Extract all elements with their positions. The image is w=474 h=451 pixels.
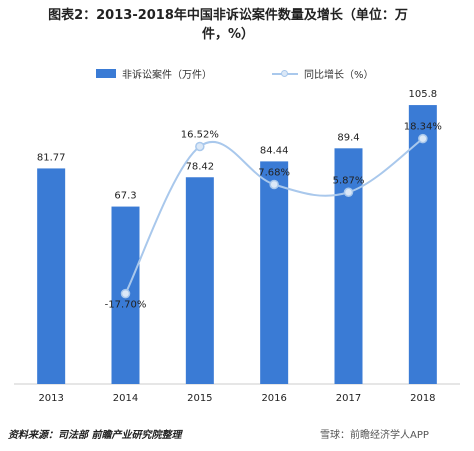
- growth-label-2014: -17.70%: [105, 300, 147, 311]
- bar-value-label-2013: 81.77: [37, 152, 66, 163]
- bar-2016: [260, 161, 289, 384]
- legend: 非诉讼案件（万件） 同比增长（%）: [0, 66, 474, 82]
- bar-2018: [408, 105, 437, 384]
- bar-value-label-2014: 67.3: [114, 191, 136, 202]
- source-text: 资料来源：司法部 前瞻产业研究院整理: [8, 430, 182, 441]
- bar-2015: [185, 177, 214, 384]
- bar-value-label-2016: 84.44: [260, 145, 289, 156]
- growth-marker-2014: [120, 288, 131, 299]
- growth-line-path: [124, 137, 424, 295]
- growth-label-2015: 16.52%: [181, 129, 219, 140]
- growth-marker-2016: [269, 179, 279, 190]
- growth-marker-2017: [343, 187, 354, 198]
- watermark: 雪球：前瞻经济学人APP: [320, 430, 429, 441]
- source-note: 资料来源：司法部 前瞻产业研究院整理: [8, 426, 187, 441]
- x-tick-label-2018: 2018: [410, 393, 435, 404]
- growth-label-2016: 7.68%: [258, 167, 290, 178]
- legend-swatch-bar: [96, 69, 116, 78]
- growth-label-2018: 18.34%: [404, 122, 442, 133]
- x-tick-label-2016: 2016: [261, 393, 286, 404]
- growth-marker-2018: [418, 133, 428, 144]
- x-tick-label-2017: 2017: [336, 393, 361, 404]
- chart-title-line2: 件，%）: [201, 27, 255, 42]
- legend-label-bar: 非诉讼案件（万件）: [122, 70, 212, 81]
- bar-value-label-2015: 78.42: [186, 161, 215, 172]
- legend-item-bar: 非诉讼案件（万件）: [96, 66, 212, 81]
- chart-svg: 81.77 2013 67.3 2014 78.42 2015 84.44 2016 89.4 2…: [14, 89, 460, 404]
- x-tick-label-2015: 2015: [187, 393, 212, 404]
- x-tick-label-2013: 2013: [38, 393, 63, 404]
- chart-title: 图表2：2013-2018年中国非诉讼案件数量及增长（单位：万 件，%）: [8, 6, 448, 44]
- bar-value-label-2018: 105.8: [409, 89, 438, 100]
- growth-label-2017: 5.87%: [333, 175, 365, 186]
- bar-value-label-2017: 89.4: [337, 132, 359, 143]
- legend-swatch-line: [272, 69, 298, 78]
- chart-title-line1: 图表2：2013-2018年中国非诉讼案件数量及增长（单位：万: [48, 8, 408, 23]
- growth-marker-2015: [195, 141, 205, 152]
- legend-item-line: 同比增长（%）: [272, 66, 374, 81]
- x-tick-label-2014: 2014: [113, 393, 138, 404]
- bar-2013: [37, 168, 66, 384]
- legend-label-line: 同比增长（%）: [304, 70, 374, 81]
